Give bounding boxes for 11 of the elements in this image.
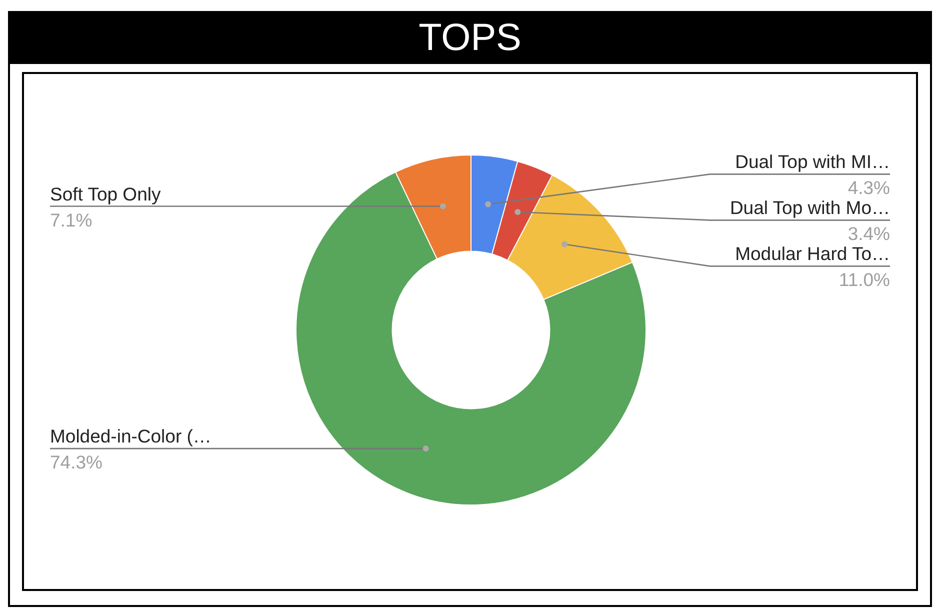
data-label: 4.3%	[848, 177, 890, 198]
data-label: 7.1%	[50, 209, 92, 230]
slice-label: Soft Top Only	[50, 183, 162, 204]
data-label: 3.4%	[848, 223, 890, 244]
data-label: 74.3%	[50, 452, 102, 473]
data-label: 11.0%	[838, 269, 890, 290]
slice-label: Dual Top with MI…	[735, 151, 890, 172]
chart-title: TOPS	[418, 17, 522, 59]
slice-label: Modular Hard To…	[735, 243, 890, 264]
slice-label: Dual Top with Mo…	[730, 197, 890, 218]
slice-label: Molded-in-Color (…	[50, 426, 212, 447]
